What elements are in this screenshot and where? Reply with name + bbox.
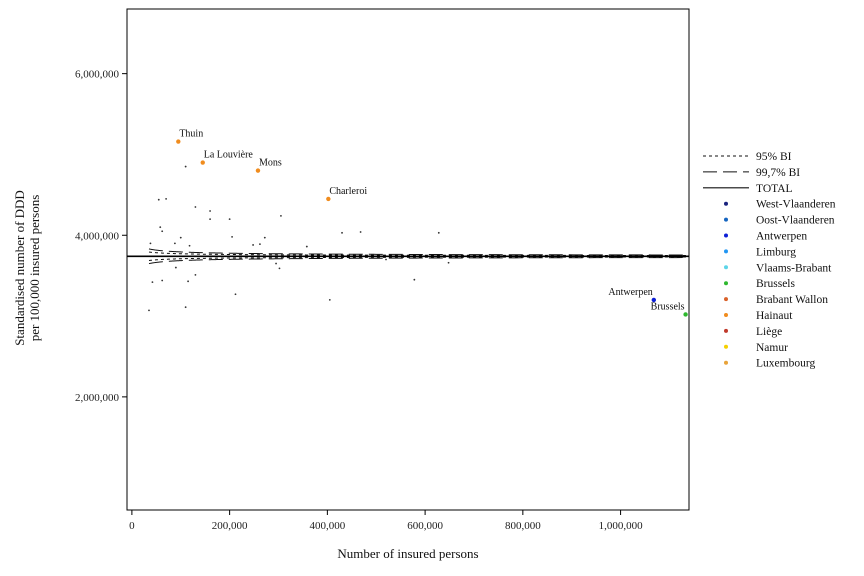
legend-marker <box>724 328 728 333</box>
legend-marker <box>724 313 728 317</box>
legend-marker <box>724 265 728 270</box>
legend-marker <box>724 233 728 238</box>
data-point <box>447 261 450 264</box>
y-axis-title-line-1: Standardised number of DDD <box>12 190 27 346</box>
data-point <box>157 198 160 201</box>
y-tick-label: 4,000,000 <box>75 230 120 242</box>
point-label: Brussels <box>651 301 685 312</box>
data-point <box>437 231 440 234</box>
x-tick-label: 600,000 <box>407 520 443 532</box>
data-point <box>413 278 416 281</box>
data-point <box>149 242 152 245</box>
data-point <box>165 197 167 200</box>
data-point <box>161 230 164 233</box>
axes: 0 200,000 400,000 600,000 800,000 1,000,000 2,… <box>75 8 690 532</box>
legend-label: Namur <box>756 342 788 354</box>
legend-label: Vlaams-Brabant <box>756 262 832 274</box>
labeled-point <box>200 160 205 165</box>
data-point <box>187 280 189 283</box>
legend-marker <box>724 360 728 365</box>
labeled-point <box>176 139 181 144</box>
lower-bi997-limit-line <box>148 257 689 265</box>
data-point <box>275 262 277 265</box>
x-tick-label: 800,000 <box>505 520 541 532</box>
x-axis-title: Number of insured persons <box>337 546 478 561</box>
data-point <box>179 236 182 239</box>
point-label: Charleroi <box>329 186 367 197</box>
legend-label: Hainaut <box>756 310 793 322</box>
legend-label: Luxembourg <box>756 358 815 370</box>
upper-bi997-limit-line <box>148 248 689 256</box>
legend-label: Brabant Wallon <box>756 294 828 306</box>
labeled-point <box>651 297 657 303</box>
legend: 95% BI 99,7% BI TOTAL West-Vlaanderen Oost-V… <box>703 151 836 370</box>
legend-marker <box>724 249 728 254</box>
data-point <box>288 253 291 256</box>
x-tick-label: 0 <box>129 520 135 532</box>
data-point <box>148 309 150 312</box>
data-point <box>188 244 191 247</box>
data-point <box>151 281 154 284</box>
legend-marker <box>724 217 728 222</box>
data-point <box>173 242 176 245</box>
legend-marker <box>724 297 728 302</box>
x-tick-label: 200,000 <box>212 520 248 532</box>
data-point <box>228 218 231 220</box>
upper-bi95-limit-line <box>148 251 689 257</box>
labeled-point <box>255 168 261 173</box>
data-point <box>174 266 177 269</box>
plot-content <box>127 165 689 312</box>
data-point <box>234 293 237 296</box>
y-tick-label: 6,000,000 <box>75 69 120 81</box>
legend-label: West-Vlaanderen <box>756 199 836 211</box>
point-label: Mons <box>259 158 282 169</box>
legend-marker <box>724 344 728 349</box>
data-point <box>278 267 281 270</box>
point-label: La Louvière <box>204 150 254 161</box>
legend-label: Oost-Vlaanderen <box>756 215 835 227</box>
data-point <box>231 235 233 238</box>
data-point <box>359 231 362 233</box>
data-point <box>161 279 164 282</box>
legend-label: TOTAL <box>756 183 793 195</box>
legend-label: Liège <box>756 326 782 338</box>
data-point <box>252 244 254 246</box>
y-axis-title: Standardised number of DDD per 100,000 i… <box>12 190 42 346</box>
y-axis-title-line-2: per 100,000 insured persons <box>27 195 42 342</box>
legend-label: Limburg <box>756 246 796 258</box>
data-point <box>259 243 261 246</box>
labeled-point <box>683 312 688 317</box>
data-point <box>184 306 187 309</box>
data-point <box>184 165 187 168</box>
data-point <box>385 258 387 261</box>
legend-marker <box>724 281 728 286</box>
point-label: Antwerpen <box>608 287 652 298</box>
data-point <box>209 210 211 212</box>
legend-label: 95% BI <box>756 151 792 163</box>
plot-frame <box>126 8 690 511</box>
legend-label: Brussels <box>756 278 796 290</box>
point-label: Thuin <box>179 129 203 140</box>
labeled-point <box>326 196 331 202</box>
data-point <box>263 236 266 239</box>
data-point <box>328 299 331 301</box>
data-point <box>159 226 162 229</box>
data-point <box>305 245 308 248</box>
lower-bi95-limit-line <box>148 256 689 261</box>
data-point <box>280 214 282 217</box>
legend-label: 99,7% BI <box>756 167 800 179</box>
data-point <box>194 206 197 208</box>
x-tick-label: 1,000,000 <box>599 520 644 532</box>
x-tick-label: 400,000 <box>309 520 345 532</box>
data-point <box>209 218 211 220</box>
legend-marker <box>724 201 728 206</box>
data-point <box>194 273 197 276</box>
y-tick-label: 2,000,000 <box>75 392 120 404</box>
legend-label: Antwerpen <box>756 231 807 243</box>
data-point <box>341 231 343 234</box>
